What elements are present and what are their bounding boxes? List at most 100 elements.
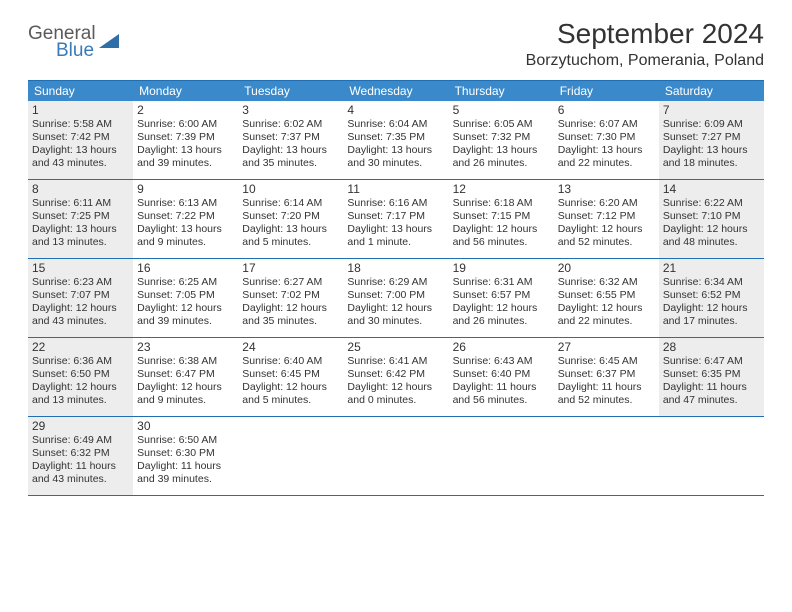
sunset-line: Sunset: 6:52 PM <box>663 289 760 302</box>
daylight-line: Daylight: 13 hours and 1 minute. <box>347 223 444 249</box>
sunset-line: Sunset: 6:32 PM <box>32 447 129 460</box>
brand-text: General Blue <box>28 24 96 60</box>
sunset-line: Sunset: 6:45 PM <box>242 368 339 381</box>
day-cell: 26Sunrise: 6:43 AMSunset: 6:40 PMDayligh… <box>449 338 554 416</box>
sunset-line: Sunset: 7:25 PM <box>32 210 129 223</box>
day-number: 6 <box>558 103 655 117</box>
sunrise-line: Sunrise: 6:14 AM <box>242 197 339 210</box>
sunset-line: Sunset: 7:17 PM <box>347 210 444 223</box>
day-number: 11 <box>347 182 444 196</box>
day-number: 25 <box>347 340 444 354</box>
day-number: 20 <box>558 261 655 275</box>
day-cell: 8Sunrise: 6:11 AMSunset: 7:25 PMDaylight… <box>28 180 133 258</box>
daylight-line: Daylight: 12 hours and 0 minutes. <box>347 381 444 407</box>
sunset-line: Sunset: 7:37 PM <box>242 131 339 144</box>
sunrise-line: Sunrise: 6:50 AM <box>137 434 234 447</box>
sunrise-line: Sunrise: 6:38 AM <box>137 355 234 368</box>
calendar-grid: SundayMondayTuesdayWednesdayThursdayFrid… <box>28 80 764 496</box>
week-row: 8Sunrise: 6:11 AMSunset: 7:25 PMDaylight… <box>28 180 764 259</box>
day-cell <box>554 417 659 495</box>
day-cell: 16Sunrise: 6:25 AMSunset: 7:05 PMDayligh… <box>133 259 238 337</box>
day-cell: 13Sunrise: 6:20 AMSunset: 7:12 PMDayligh… <box>554 180 659 258</box>
sunset-line: Sunset: 6:57 PM <box>453 289 550 302</box>
sunrise-line: Sunrise: 6:25 AM <box>137 276 234 289</box>
sunrise-line: Sunrise: 6:43 AM <box>453 355 550 368</box>
day-number: 13 <box>558 182 655 196</box>
day-cell: 28Sunrise: 6:47 AMSunset: 6:35 PMDayligh… <box>659 338 764 416</box>
sunrise-line: Sunrise: 6:47 AM <box>663 355 760 368</box>
sunrise-line: Sunrise: 6:36 AM <box>32 355 129 368</box>
sunset-line: Sunset: 6:30 PM <box>137 447 234 460</box>
sunset-line: Sunset: 7:22 PM <box>137 210 234 223</box>
sunset-line: Sunset: 7:20 PM <box>242 210 339 223</box>
sunrise-line: Sunrise: 6:02 AM <box>242 118 339 131</box>
week-row: 1Sunrise: 5:58 AMSunset: 7:42 PMDaylight… <box>28 101 764 180</box>
day-cell: 4Sunrise: 6:04 AMSunset: 7:35 PMDaylight… <box>343 101 448 179</box>
day-number: 18 <box>347 261 444 275</box>
day-cell: 21Sunrise: 6:34 AMSunset: 6:52 PMDayligh… <box>659 259 764 337</box>
sunset-line: Sunset: 7:30 PM <box>558 131 655 144</box>
sunrise-line: Sunrise: 6:45 AM <box>558 355 655 368</box>
sunrise-line: Sunrise: 6:16 AM <box>347 197 444 210</box>
sunrise-line: Sunrise: 6:13 AM <box>137 197 234 210</box>
week-row: 15Sunrise: 6:23 AMSunset: 7:07 PMDayligh… <box>28 259 764 338</box>
sunset-line: Sunset: 6:40 PM <box>453 368 550 381</box>
day-number: 27 <box>558 340 655 354</box>
day-cell: 20Sunrise: 6:32 AMSunset: 6:55 PMDayligh… <box>554 259 659 337</box>
dow-cell: Saturday <box>659 81 764 101</box>
sunrise-line: Sunrise: 5:58 AM <box>32 118 129 131</box>
daylight-line: Daylight: 12 hours and 52 minutes. <box>558 223 655 249</box>
day-number: 29 <box>32 419 129 433</box>
day-number: 5 <box>453 103 550 117</box>
weeks-container: 1Sunrise: 5:58 AMSunset: 7:42 PMDaylight… <box>28 101 764 496</box>
day-cell: 19Sunrise: 6:31 AMSunset: 6:57 PMDayligh… <box>449 259 554 337</box>
day-cell: 15Sunrise: 6:23 AMSunset: 7:07 PMDayligh… <box>28 259 133 337</box>
day-number: 8 <box>32 182 129 196</box>
day-cell: 29Sunrise: 6:49 AMSunset: 6:32 PMDayligh… <box>28 417 133 495</box>
sunrise-line: Sunrise: 6:07 AM <box>558 118 655 131</box>
sunset-line: Sunset: 7:10 PM <box>663 210 760 223</box>
sunrise-line: Sunrise: 6:11 AM <box>32 197 129 210</box>
sunrise-line: Sunrise: 6:05 AM <box>453 118 550 131</box>
day-number: 15 <box>32 261 129 275</box>
daylight-line: Daylight: 12 hours and 48 minutes. <box>663 223 760 249</box>
sunrise-line: Sunrise: 6:23 AM <box>32 276 129 289</box>
daylight-line: Daylight: 11 hours and 47 minutes. <box>663 381 760 407</box>
day-cell: 30Sunrise: 6:50 AMSunset: 6:30 PMDayligh… <box>133 417 238 495</box>
day-number: 4 <box>347 103 444 117</box>
day-number: 30 <box>137 419 234 433</box>
dow-cell: Sunday <box>28 81 133 101</box>
day-number: 14 <box>663 182 760 196</box>
sunrise-line: Sunrise: 6:29 AM <box>347 276 444 289</box>
week-row: 22Sunrise: 6:36 AMSunset: 6:50 PM Dayligh… <box>28 338 764 417</box>
sunrise-line: Sunrise: 6:32 AM <box>558 276 655 289</box>
day-cell: 22Sunrise: 6:36 AMSunset: 6:50 PMDayligh… <box>28 338 133 416</box>
daylight-line: Daylight: 13 hours and 13 minutes. <box>32 223 129 249</box>
day-cell <box>449 417 554 495</box>
sunrise-line: Sunrise: 6:09 AM <box>663 118 760 131</box>
day-cell: 27Sunrise: 6:45 AMSunset: 6:37 PMDayligh… <box>554 338 659 416</box>
day-number: 10 <box>242 182 339 196</box>
daylight-line: Daylight: 12 hours and 43 minutes. <box>32 302 129 328</box>
day-number: 17 <box>242 261 339 275</box>
daylight-line: Daylight: 12 hours and 30 minutes. <box>347 302 444 328</box>
sunset-line: Sunset: 6:55 PM <box>558 289 655 302</box>
day-number: 1 <box>32 103 129 117</box>
title-block: September 2024 Borzytuchom, Pomerania, P… <box>526 18 764 70</box>
day-number: 19 <box>453 261 550 275</box>
sunset-line: Sunset: 6:42 PM <box>347 368 444 381</box>
sunset-line: Sunset: 6:50 PM <box>32 368 129 381</box>
dow-cell: Tuesday <box>238 81 343 101</box>
day-cell: 14Sunrise: 6:22 AMSunset: 7:10 PMDayligh… <box>659 180 764 258</box>
day-number: 22 <box>32 340 129 354</box>
day-number: 9 <box>137 182 234 196</box>
daylight-line: Daylight: 11 hours and 43 minutes. <box>32 460 129 486</box>
daylight-line: Daylight: 12 hours and 35 minutes. <box>242 302 339 328</box>
sunset-line: Sunset: 7:15 PM <box>453 210 550 223</box>
daylight-line: Daylight: 13 hours and 26 minutes. <box>453 144 550 170</box>
header-row: General Blue September 2024 Borzytuchom,… <box>28 18 764 70</box>
sunrise-line: Sunrise: 6:41 AM <box>347 355 444 368</box>
day-cell: 18Sunrise: 6:29 AMSunset: 7:00 PMDayligh… <box>343 259 448 337</box>
daylight-line: Daylight: 13 hours and 5 minutes. <box>242 223 339 249</box>
day-number: 28 <box>663 340 760 354</box>
